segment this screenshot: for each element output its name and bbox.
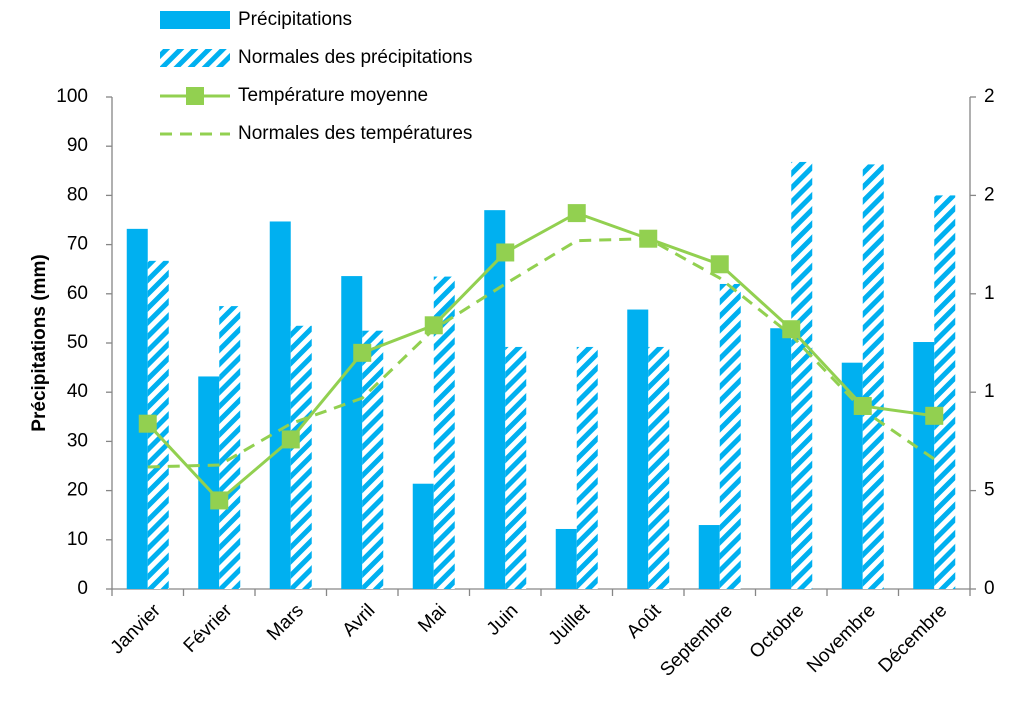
bar [841,362,863,589]
y2-tick-label: 0 [984,578,995,599]
bar [719,283,741,589]
y-tick-label: 30 [67,430,88,451]
legend-swatch [160,11,230,29]
legend-label: Précipitations [238,9,352,30]
x-tick-label: Décembre [875,600,952,677]
y-tick-label: 70 [67,234,88,255]
bar [505,346,527,589]
y2-tick-label: 2 [984,184,995,205]
bar [198,376,220,589]
bar [147,260,169,589]
line [146,211,935,503]
y-tick-label: 50 [67,332,88,353]
bar [341,276,363,589]
line-marker [496,243,515,262]
bar [791,161,813,589]
y-axis-label: Précipitations (mm) [29,254,50,431]
line-marker [281,430,300,449]
y2-tick-label: 2 [984,86,995,107]
bar [433,276,455,589]
line [147,237,936,469]
line-marker [782,320,801,339]
line-marker [210,491,229,510]
y2-tick-label: 5 [984,480,995,501]
bar [913,342,935,589]
line-marker [424,316,443,335]
bar [934,195,956,589]
x-tick-label: Juin [483,600,522,639]
y-tick-label: 100 [56,86,88,107]
y2-tick-label: 1 [984,283,995,304]
y-tick-label: 20 [67,480,88,501]
line-marker [853,396,872,415]
line-marker [567,204,586,223]
x-tick-label: Mai [414,600,451,637]
legend-marker [186,87,204,105]
y-tick-label: 40 [67,381,88,402]
y-tick-label: 80 [67,184,88,205]
x-tick-label: Mars [263,600,308,645]
bar [648,346,670,589]
bar [555,528,577,589]
bar [362,330,384,589]
x-tick-label: Février [180,600,237,657]
bar [627,309,649,589]
y-tick-label: 90 [67,135,88,156]
legend-label: Température moyenne [238,85,428,106]
y-tick-label: 60 [67,283,88,304]
bar [698,525,720,589]
x-tick-label: Août [623,600,666,643]
bar [290,325,312,589]
legend-label: Normales des températures [238,123,472,144]
x-tick-label: Janvier [107,600,166,659]
x-tick-label: Septembre [656,600,737,681]
legend-label: Normales des précipitations [238,47,472,68]
line-marker [710,255,729,274]
x-tick-label: Avril [339,600,380,641]
legend-swatch [160,49,230,67]
bar [126,228,148,589]
bar [484,210,506,589]
bar [269,221,291,589]
y2-tick-label: 1 [984,381,995,402]
y-tick-label: 0 [77,578,88,599]
y-tick-label: 10 [67,529,88,550]
bar [219,306,241,589]
bar [576,346,598,589]
line-marker [353,343,372,362]
x-tick-label: Juillet [545,600,595,650]
x-tick-label: Octobre [746,600,809,663]
bar [770,328,792,589]
x-tick-label: Novembre [803,600,880,677]
bar [862,164,884,590]
line-marker [138,414,157,433]
line-marker [925,406,944,425]
bar [412,483,434,589]
